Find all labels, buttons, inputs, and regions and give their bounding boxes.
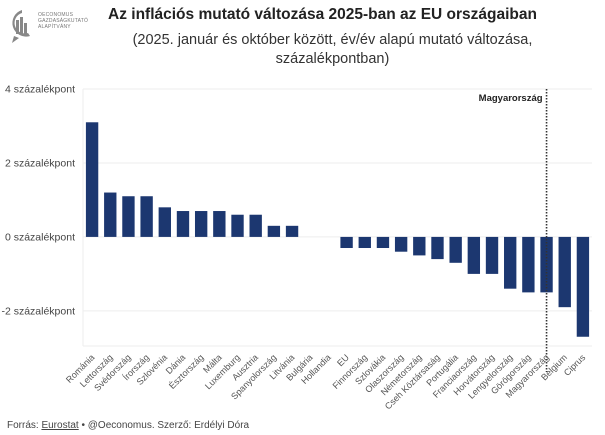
bar [376, 236, 390, 249]
y-tick-label: 2 százalékpont [5, 157, 75, 169]
bar [194, 211, 208, 237]
bar [413, 236, 426, 256]
bar [576, 236, 590, 337]
bar [85, 122, 99, 237]
bar [267, 225, 281, 237]
x-tick-label: Ciprus [562, 352, 588, 378]
bar [449, 236, 462, 263]
bar [358, 236, 371, 249]
bar [104, 192, 117, 237]
bar [158, 207, 171, 237]
bar [122, 196, 135, 237]
bars [85, 122, 590, 337]
subtitle-line-1: (2025. január és október között, év/év a… [132, 32, 533, 48]
bar [285, 225, 299, 237]
bar [213, 211, 226, 237]
bar [485, 236, 499, 274]
annotation-label: Magyarország [479, 93, 543, 104]
bar [140, 196, 153, 237]
bar [467, 236, 481, 274]
bar [522, 236, 535, 293]
chart-subtitle: (2025. január és október között, év/év a… [0, 31, 605, 69]
logo-text: OECONOMUS GAZDASÁGKUTATÓ ALAPÍTVÁNY [38, 12, 88, 30]
y-tick-label: 4 százalékpont [5, 84, 75, 96]
logo-line-3: ALAPÍTVÁNY [38, 24, 71, 30]
logo-line-2: GAZDASÁGKUTATÓ [38, 18, 89, 24]
bar [231, 214, 244, 237]
bar [504, 236, 517, 289]
logo-line-1: OECONOMUS [38, 12, 74, 18]
source-link[interactable]: Eurostat [41, 420, 79, 431]
bar [431, 236, 444, 260]
y-tick-label: -2 százalékpont [1, 305, 75, 317]
footer-credit: • @Oeconomus. Szerző: Erdélyi Dóra [78, 420, 250, 431]
y-tick-label: 0 százalékpont [5, 231, 75, 243]
logo-icon [12, 10, 30, 43]
bar [558, 236, 571, 308]
bar [394, 236, 408, 252]
chart-title: Az inflációs mutató változása 2025-ban a… [108, 6, 537, 23]
annotations: Magyarország [479, 89, 548, 372]
bar [540, 236, 553, 293]
bar [249, 214, 262, 237]
y-axis: 4 százalékpont 2 százalékpont 0 százalékpo… [1, 84, 75, 318]
bar [176, 211, 190, 237]
footer-prefix: Forrás: [7, 420, 42, 431]
logo: OECONOMUS GAZDASÁGKUTATÓ ALAPÍTVÁNY [8, 8, 98, 48]
footer: Forrás: Eurostat • @Oeconomus. Szerző: E… [7, 420, 249, 431]
subtitle-line-2: százalékpontban) [275, 51, 390, 67]
x-axis: RomániaLettországSvédországÍrországSzlov… [64, 352, 588, 411]
bar [340, 236, 353, 249]
